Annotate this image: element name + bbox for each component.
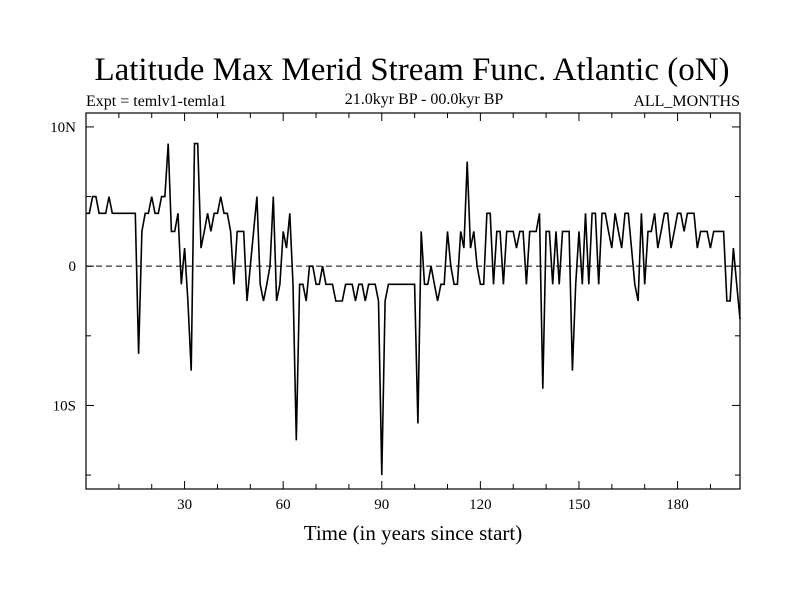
x-tick-label: 180 <box>666 497 689 513</box>
x-tick-label: 30 <box>177 497 192 513</box>
stream-function-line <box>86 142 741 476</box>
months-label: ALL_MONTHS <box>633 93 740 110</box>
x-tick-label: 60 <box>276 497 291 513</box>
y-tick-label: 10N <box>50 120 76 136</box>
x-tick-label: 90 <box>374 497 389 513</box>
y-tick-label: 10S <box>53 398 76 414</box>
x-tick-label: 120 <box>469 497 492 513</box>
chart-title: Latitude Max Merid Stream Func. Atlantic… <box>94 52 729 88</box>
x-axis-label: Time (in years since start) <box>304 521 523 545</box>
x-axis: 30 60 90 120 150 180 <box>118 113 711 513</box>
y-axis: 10N 0 10S <box>50 120 740 476</box>
time-range-label: 21.0kyr BP - 00.0kyr BP <box>345 91 504 108</box>
plot-frame <box>85 112 741 490</box>
experiment-label: Expt = temlv1-temla1 <box>86 93 227 110</box>
y-tick-label: 0 <box>69 259 77 275</box>
data-points <box>85 143 741 477</box>
x-tick-label: 150 <box>568 497 591 513</box>
